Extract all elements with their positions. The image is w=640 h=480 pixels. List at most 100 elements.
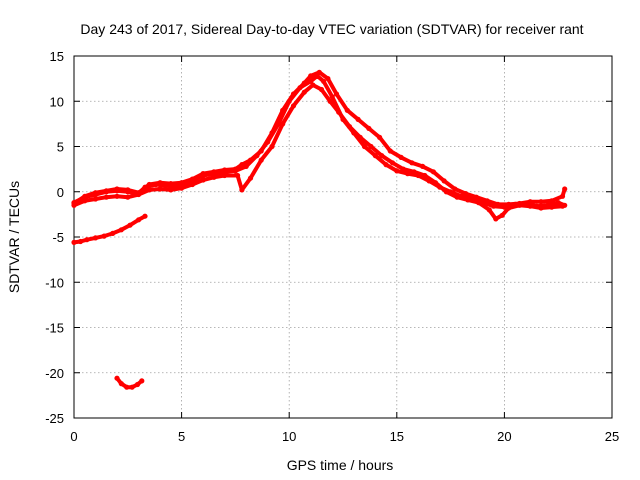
data-point	[82, 193, 88, 199]
data-series	[71, 69, 568, 390]
data-point	[473, 194, 479, 200]
data-point	[527, 199, 533, 205]
data-point	[344, 107, 350, 113]
data-point	[555, 200, 561, 206]
data-point	[211, 174, 217, 180]
data-point	[301, 89, 307, 95]
data-point	[103, 194, 109, 200]
data-point	[398, 154, 404, 160]
data-point	[200, 171, 206, 177]
data-point	[290, 91, 297, 97]
data-point	[290, 103, 297, 109]
x-tick-label: 5	[178, 429, 185, 444]
data-point	[422, 172, 428, 179]
axis-ticks: 0 5 10 15 20 25 -25 -20 -15 -10 -5 0 5 10 15	[45, 49, 619, 444]
data-point	[484, 198, 490, 204]
data-point	[383, 162, 389, 168]
data-point	[157, 180, 163, 186]
data-point	[559, 203, 566, 209]
data-point	[495, 201, 501, 207]
y-tick-label: 5	[57, 140, 64, 155]
data-point	[84, 237, 90, 243]
data-point	[103, 188, 109, 194]
data-point	[420, 163, 426, 169]
data-point	[168, 181, 174, 187]
data-point	[235, 172, 241, 179]
data-point	[400, 166, 406, 172]
data-point	[321, 78, 327, 84]
data-point	[499, 212, 505, 218]
data-point	[189, 181, 195, 188]
grid	[74, 56, 612, 418]
x-tick-label: 0	[70, 429, 77, 444]
data-point	[92, 190, 99, 196]
data-point	[486, 207, 492, 213]
data-point	[77, 238, 84, 245]
data-point	[559, 193, 566, 199]
y-tick-label: -20	[45, 366, 64, 381]
data-point	[92, 235, 99, 241]
data-point	[452, 186, 458, 192]
data-point	[269, 130, 275, 136]
data-point	[136, 191, 142, 198]
y-tick-label: -10	[45, 275, 64, 290]
data-point	[301, 80, 307, 86]
data-point	[114, 193, 120, 199]
data-point	[355, 116, 361, 122]
data-point	[327, 98, 333, 104]
series-line	[72, 214, 147, 245]
data-point	[92, 196, 99, 202]
data-point	[316, 69, 322, 75]
data-point	[409, 160, 415, 166]
data-point	[125, 194, 131, 200]
data-point	[136, 217, 142, 223]
data-point	[280, 107, 286, 113]
data-point	[430, 169, 436, 175]
data-point	[493, 216, 499, 222]
y-tick-label: 15	[50, 49, 64, 64]
data-point	[110, 230, 116, 236]
data-point	[538, 199, 544, 205]
y-tick-label: -5	[52, 230, 64, 245]
data-point	[200, 177, 206, 183]
y-tick-label: 10	[50, 94, 64, 109]
data-point	[443, 189, 449, 195]
chart-title: Day 243 of 2017, Sidereal Day-to-day VTE…	[80, 21, 583, 37]
data-point	[549, 198, 555, 204]
data-point	[308, 73, 314, 79]
data-point	[379, 153, 385, 159]
data-point	[114, 186, 120, 192]
data-point	[247, 157, 254, 163]
data-point	[389, 160, 396, 166]
y-axis-label: SDTVAR / TECUs	[6, 181, 22, 293]
x-tick-label: 20	[497, 429, 511, 444]
data-point	[222, 167, 228, 173]
data-point	[71, 239, 77, 245]
data-point	[465, 197, 471, 203]
data-point	[101, 233, 107, 239]
y-tick-label: 0	[57, 185, 64, 200]
data-point	[516, 202, 523, 208]
data-point	[387, 148, 393, 154]
data-point	[310, 82, 316, 88]
data-point	[366, 125, 372, 131]
data-point	[239, 162, 245, 168]
data-point	[333, 91, 340, 97]
series-line	[72, 83, 565, 221]
data-point	[179, 180, 185, 186]
data-point	[454, 194, 460, 200]
data-point	[211, 169, 217, 175]
data-point	[232, 166, 238, 172]
data-point	[325, 76, 331, 82]
data-point	[269, 143, 275, 150]
data-point	[189, 176, 195, 182]
data-point	[476, 200, 482, 206]
data-point	[146, 181, 152, 188]
data-point	[139, 378, 145, 384]
data-point	[411, 169, 417, 175]
data-point	[357, 134, 363, 140]
data-point	[114, 375, 120, 381]
data-point	[124, 384, 130, 390]
y-tick-label: -25	[45, 411, 64, 426]
